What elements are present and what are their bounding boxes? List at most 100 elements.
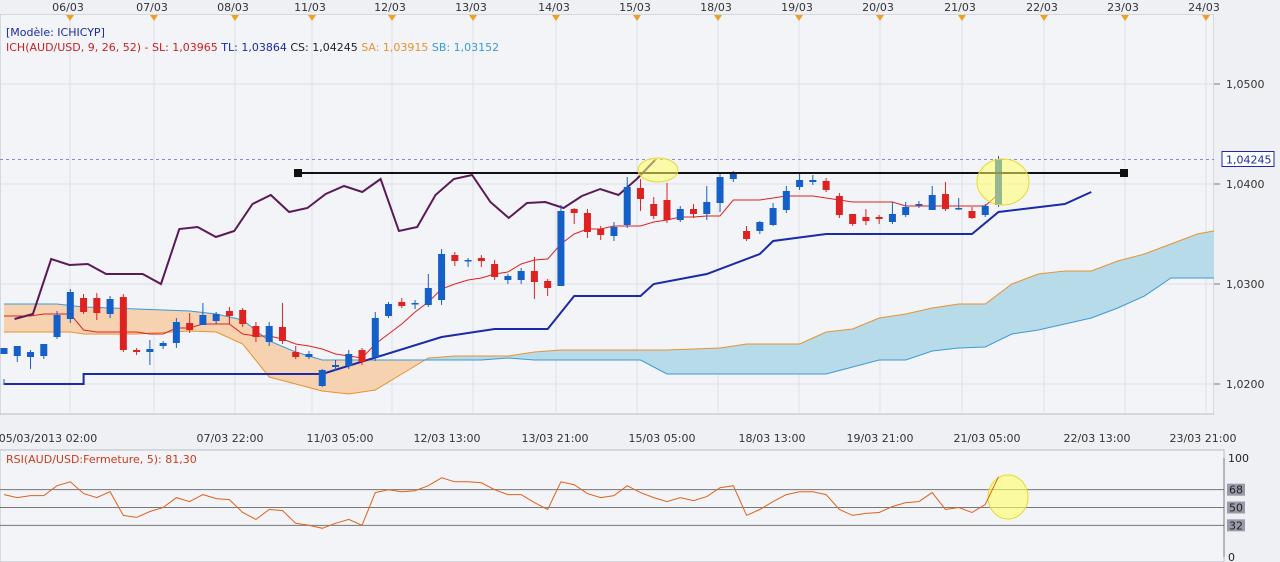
bottom-date-label: 23/03 21:00 <box>1170 432 1237 445</box>
rsi-level-tag <box>1227 501 1245 514</box>
legend-entry: SL: 1,03965 <box>152 41 221 54</box>
rsi-level-label: 50 <box>1229 502 1243 515</box>
kijun-line <box>4 191 1092 385</box>
candle-body <box>265 326 273 342</box>
candle-body <box>491 264 499 277</box>
top-date-label: 06/03 <box>52 1 84 14</box>
rsi-level-label: 32 <box>1229 519 1243 532</box>
candle-body <box>517 271 525 280</box>
candle-body <box>93 298 101 313</box>
bottom-date-label: 15/03 05:00 <box>629 432 696 445</box>
date-marker-icon <box>958 15 966 21</box>
candle-body <box>464 260 472 262</box>
highlight-circle <box>637 157 679 183</box>
top-date-labels: 06/03 07/03 08/03 11/03 12/03 13/03 14/03 15/03… <box>52 1 1220 21</box>
candle-body <box>570 209 578 213</box>
candle-body <box>636 188 644 199</box>
top-date-label: 19/03 <box>781 1 813 14</box>
bottom-date-labels: 05/03/2013 02:00 07/03 22:00 11/03 05:00 12… <box>0 432 1236 445</box>
candle-body <box>862 217 870 221</box>
candle-body <box>53 315 61 337</box>
candle-body <box>106 299 114 314</box>
top-date-label: 15/03 <box>619 1 651 14</box>
bottom-date-label: 22/03 13:00 <box>1064 432 1131 445</box>
rsi-highlight-circle <box>987 474 1029 520</box>
top-date-label: 22/03 <box>1026 1 1058 14</box>
candle-body <box>902 207 910 215</box>
date-marker-icon <box>388 15 396 21</box>
top-date-label: 14/03 <box>538 1 570 14</box>
candle-body <box>398 302 406 306</box>
candle-body <box>955 208 963 210</box>
candle-body <box>557 211 565 286</box>
candle-body <box>504 276 512 280</box>
bottom-date-label: 18/03 13:00 <box>739 432 806 445</box>
legend-entry: TL: 1,03864 <box>220 41 290 54</box>
candle-body <box>809 180 817 182</box>
rsi-line <box>3 476 999 529</box>
candle-body <box>172 322 180 343</box>
indicator-legend: ICH(AUD/USD, 9, 26, 52) - SL: 1,03965 TL… <box>6 41 499 54</box>
candle-body <box>743 231 751 239</box>
legend-entry: SA: 1,03915 <box>361 41 432 54</box>
legend-entry: ICH(AUD/USD, 9, 26, 52) - <box>6 41 152 54</box>
candle-body <box>729 173 737 179</box>
top-date-label: 12/03 <box>374 1 406 14</box>
candle-body <box>451 255 459 261</box>
bottom-date-label: 13/03 21:00 <box>522 432 589 445</box>
main-plot-background <box>0 13 1215 415</box>
top-date-label: 13/03 <box>455 1 487 14</box>
tenkan-line <box>4 193 999 359</box>
rsi-level-label: 68 <box>1229 484 1243 497</box>
date-marker-icon <box>1121 15 1129 21</box>
rsi-level-tag <box>1227 519 1245 532</box>
date-marker-icon <box>876 15 884 21</box>
candle-body <box>212 314 220 321</box>
candle-body <box>186 323 194 330</box>
candle-body <box>225 311 233 316</box>
resistance-handle-right[interactable] <box>1120 169 1128 177</box>
top-date-label: 08/03 <box>217 1 249 14</box>
candle-body <box>690 209 698 214</box>
candle-body <box>119 297 127 350</box>
legend-entry: CS: 1,04245 <box>290 41 361 54</box>
candle-body <box>544 281 552 288</box>
date-marker-icon <box>552 15 560 21</box>
candle-body <box>756 222 764 231</box>
top-date-label: 20/03 <box>862 1 894 14</box>
candle-body <box>477 258 485 261</box>
candle-body <box>610 227 618 236</box>
candle-body <box>80 298 88 312</box>
candle-body <box>650 204 658 216</box>
candle-body <box>676 209 684 220</box>
candle-body <box>358 350 366 362</box>
candle-body <box>888 214 896 222</box>
top-date-axis <box>0 0 1280 14</box>
candle-body <box>146 349 154 352</box>
date-marker-icon <box>308 15 316 21</box>
candle-body <box>981 206 989 215</box>
candle-body <box>583 213 591 232</box>
date-marker-icon <box>633 15 641 21</box>
candle-body <box>796 180 804 187</box>
candle-body <box>332 365 339 367</box>
top-date-label: 21/03 <box>944 1 976 14</box>
senkou-span-a <box>4 227 1280 395</box>
candle-body <box>345 354 353 366</box>
price-tick-label: 1,0400 <box>1226 178 1265 191</box>
resistance-handle-left[interactable] <box>294 169 302 177</box>
candle-body <box>968 211 976 218</box>
top-date-label: 07/03 <box>136 1 168 14</box>
candle-body <box>411 303 419 305</box>
date-marker-icon <box>231 15 239 21</box>
candle-body <box>703 202 711 214</box>
legend-entry: SB: 1,03152 <box>432 41 499 54</box>
bottom-date-label: 12/03 13:00 <box>414 432 481 445</box>
candle-body <box>530 271 538 282</box>
candle-body <box>915 204 923 206</box>
candle-body <box>623 187 631 225</box>
candle-body <box>27 352 35 357</box>
rsi-level-label: 100 <box>1228 452 1249 465</box>
price-tick-label: 1,0200 <box>1226 378 1265 391</box>
date-marker-icon <box>714 15 722 21</box>
